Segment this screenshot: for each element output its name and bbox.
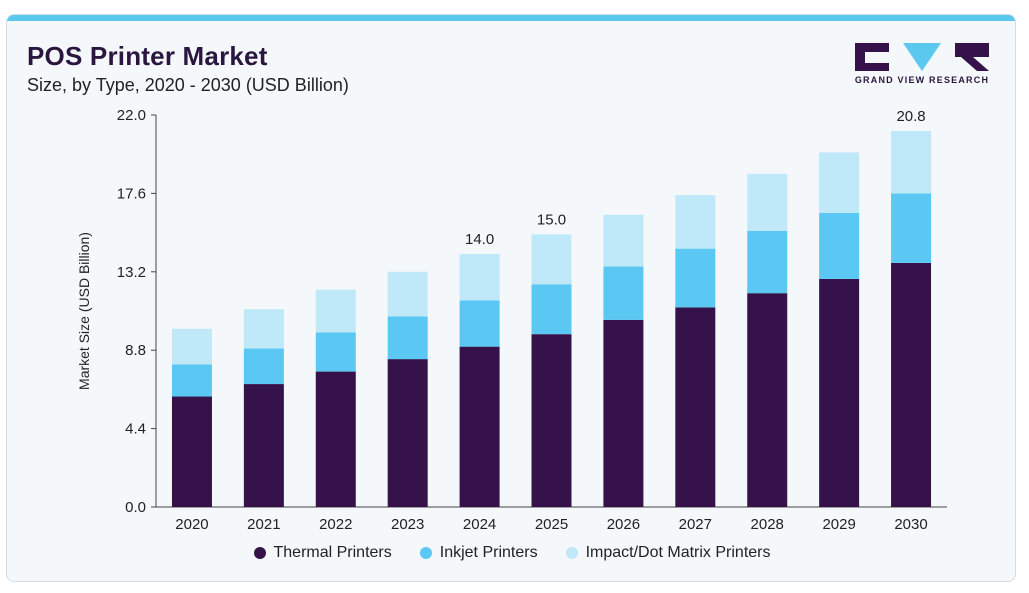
y-axis-label: Market Size (USD Billion) [76, 232, 92, 390]
bar-impact-2028 [747, 173, 788, 231]
logo-mark-icon [855, 43, 989, 71]
legend-swatch-impact [565, 547, 578, 559]
legend: Thermal Printers Inkjet Printers Impact/… [7, 544, 1015, 562]
bar-impact-2029 [819, 152, 860, 213]
x-tick-label: 2025 [535, 516, 568, 533]
legend-label-impact: Impact/Dot Matrix Printers [585, 544, 771, 561]
bar-impact-2021 [243, 309, 284, 349]
y-tick-label: 8.8 [125, 342, 146, 359]
bar-impact-2020 [171, 328, 212, 365]
bar-impact-2024 [459, 253, 500, 301]
bar-impact-2023 [387, 271, 428, 317]
bar-impact-2026 [603, 214, 644, 267]
y-tick-label: 0.0 [125, 499, 146, 516]
legend-label-inkjet: Inkjet Printers [439, 544, 538, 561]
legend-item-thermal: Thermal Printers [253, 544, 392, 562]
y-tick-label: 22.0 [117, 107, 146, 124]
bar-thermal-2021 [243, 384, 284, 507]
legend-item-inkjet: Inkjet Printers [419, 544, 538, 562]
x-tick-label: 2023 [391, 516, 424, 533]
bar-thermal-2026 [603, 319, 644, 507]
y-tick-label: 13.2 [117, 264, 146, 281]
y-tick-label: 4.4 [125, 421, 146, 438]
bar-thermal-2029 [819, 278, 860, 507]
legend-item-impact: Impact/Dot Matrix Printers [565, 544, 771, 562]
x-tick-label: 2021 [247, 516, 280, 533]
x-tick-label: 2029 [822, 516, 855, 533]
bar-inkjet-2020 [171, 364, 212, 397]
legend-label-thermal: Thermal Printers [273, 544, 392, 561]
bar-thermal-2023 [387, 359, 428, 507]
legend-swatch-thermal [253, 547, 266, 559]
bar-chart: 0.0 4.4 8.8 13.2 17.6 22.0 Market Size (USD Bi… [76, 107, 947, 533]
bar-impact-2025 [531, 234, 572, 285]
logo-text: GRAND VIEW RESEARCH [854, 75, 990, 85]
bar-thermal-2024 [459, 346, 500, 507]
bar-inkjet-2025 [531, 284, 572, 335]
x-tick-label: 2026 [607, 516, 640, 533]
x-tick-label: 2030 [894, 516, 927, 533]
bar-inkjet-2024 [459, 300, 500, 347]
legend-swatch-inkjet [419, 547, 432, 559]
bar-thermal-2025 [531, 334, 572, 507]
grand-view-research-logo: GRAND VIEW RESEARCH [849, 41, 999, 101]
data-label-2025: 15.0 [537, 211, 566, 228]
chart-subtitle: Size, by Type, 2020 - 2030 (USD Billion) [27, 75, 349, 95]
bar-inkjet-2026 [603, 266, 644, 320]
x-tick-label: 2028 [751, 516, 784, 533]
x-tick-label: 2024 [463, 516, 496, 533]
chart-card: POS Printer Market Size, by Type, 2020 -… [6, 14, 1016, 582]
bar-inkjet-2029 [819, 213, 860, 279]
bar-inkjet-2023 [387, 316, 428, 360]
x-tick-label: 2022 [319, 516, 352, 533]
x-tick-label: 2027 [679, 516, 712, 533]
chart-title: POS Printer Market [27, 41, 268, 71]
bar-thermal-2030 [891, 262, 932, 507]
data-label-2024: 14.0 [465, 231, 494, 248]
y-tick-label: 17.6 [117, 185, 146, 202]
bar-inkjet-2021 [243, 348, 284, 385]
bar-inkjet-2027 [675, 248, 716, 308]
bar-thermal-2020 [171, 396, 212, 507]
bar-inkjet-2022 [315, 332, 356, 372]
bar-thermal-2027 [675, 307, 716, 507]
bar-impact-2027 [675, 195, 716, 249]
bar-inkjet-2028 [747, 230, 788, 294]
bar-inkjet-2030 [891, 193, 932, 263]
bar-impact-2022 [315, 289, 356, 333]
data-label-2030: 20.8 [896, 108, 925, 125]
bar-thermal-2028 [747, 293, 788, 507]
bar-impact-2030 [891, 131, 932, 194]
x-tick-label: 2020 [175, 516, 208, 533]
bar-thermal-2022 [315, 371, 356, 507]
top-accent-bar [7, 15, 1015, 21]
